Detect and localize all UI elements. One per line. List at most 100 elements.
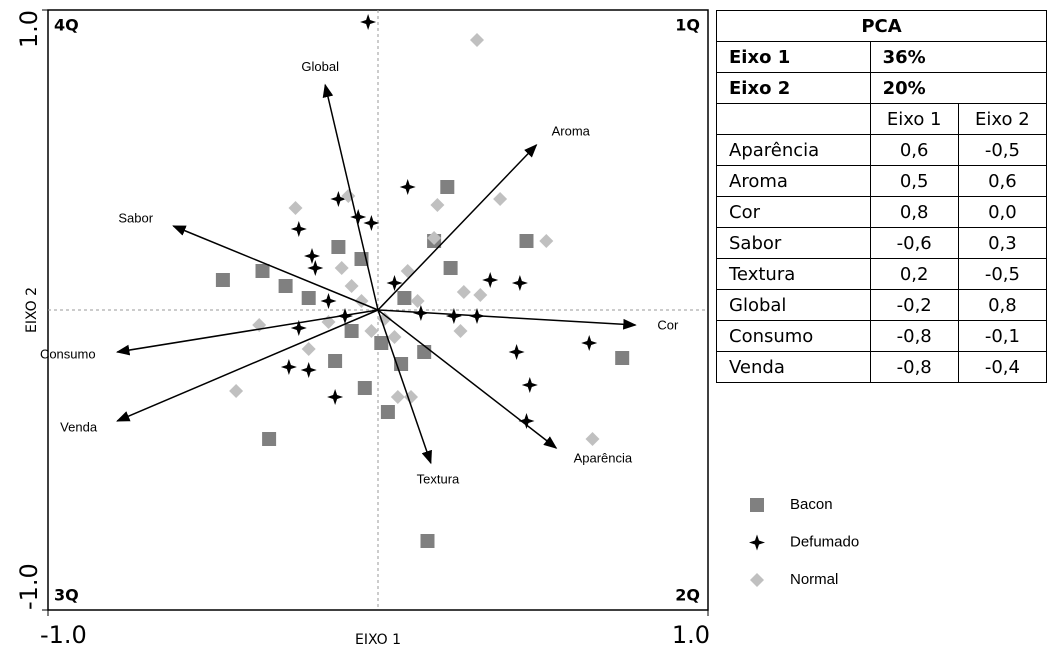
loading-label: Cor [657, 317, 679, 332]
table-cell: 0,8 [869, 196, 959, 228]
point-square [215, 273, 230, 287]
point-square [331, 240, 346, 254]
point-square [443, 261, 458, 275]
point-diamond [470, 33, 484, 47]
table-row: Eixo 1 36% [716, 41, 1047, 73]
loading-arrow [172, 225, 379, 311]
point-diamond [430, 198, 445, 212]
y-axis-label: EIXO 2 [24, 287, 40, 333]
point-square [440, 180, 455, 194]
table-row: Aroma 0,5 0,6 [716, 165, 1047, 197]
quadrant-label: 1Q [675, 16, 700, 35]
table-cell: -0,8 [869, 320, 959, 352]
point-diamond [473, 288, 488, 302]
point-star [521, 377, 538, 393]
table-cell: Eixo 1 [869, 103, 959, 135]
table-row: Eixo 2 20% [716, 72, 1047, 104]
point-diamond [364, 324, 379, 338]
point-star [518, 413, 535, 429]
point-star [290, 221, 307, 237]
point-star [327, 389, 344, 405]
point-square [357, 381, 372, 395]
loading-label: Venda [60, 419, 98, 434]
table-cell: -0,8 [869, 351, 959, 383]
quadrant-label: 4Q [54, 16, 79, 35]
x-tick-label: 1.0 [672, 621, 710, 649]
point-star [508, 344, 525, 360]
point-star [386, 275, 403, 291]
table-cell: 0,5 [869, 165, 959, 197]
loading-arrow [377, 309, 637, 330]
point-star [304, 248, 320, 264]
table-cell: Eixo 2 [716, 72, 871, 104]
point-diamond [377, 312, 392, 326]
table-cell: -0,2 [869, 289, 959, 321]
loading-label: Sabor [118, 211, 153, 226]
point-diamond [301, 342, 316, 356]
point-star [330, 191, 347, 207]
point-star [581, 335, 598, 351]
point-diamond [453, 324, 468, 338]
point-diamond [539, 234, 554, 248]
table-cell: 0,0 [957, 196, 1047, 228]
table-cell: Aparência [716, 134, 871, 166]
legend-marker [749, 534, 765, 551]
loading-label: Global [301, 59, 339, 74]
legend-label: Defumado [790, 533, 859, 550]
point-square [417, 345, 432, 359]
y-tick-label: -1.0 [15, 563, 43, 610]
point-star [320, 293, 337, 309]
point-diamond [288, 201, 303, 215]
point-diamond [410, 294, 425, 308]
table-cell: -0,5 [957, 134, 1047, 166]
point-diamond [493, 192, 508, 206]
quadrant-label: 3Q [54, 586, 79, 605]
table-cell: Eixo 2 [957, 103, 1047, 135]
legend-marker [750, 573, 764, 587]
point-star [350, 209, 367, 225]
x-axis-label: EIXO 1 [355, 632, 401, 648]
quadrant-label: 2Q [675, 586, 700, 605]
table-row: Cor 0,8 0,0 [716, 196, 1047, 228]
point-diamond [334, 261, 349, 275]
table-row: Consumo -0,8 -0,1 [716, 320, 1047, 352]
point-diamond [344, 279, 359, 293]
table-cell: 0,2 [869, 258, 959, 290]
point-star [363, 215, 380, 231]
point-diamond [387, 330, 402, 344]
legend-marker [750, 498, 764, 512]
point-diamond [229, 384, 244, 398]
loading-arrow [377, 309, 558, 449]
table-cell: 0,6 [869, 134, 959, 166]
point-square [380, 405, 395, 419]
table-cell: 0,6 [957, 165, 1047, 197]
table-cell: -0,5 [957, 258, 1047, 290]
point-diamond [400, 264, 415, 278]
table-cell: Aroma [716, 165, 871, 197]
legend-label: Bacon [790, 496, 833, 513]
table-cell: Consumo [716, 320, 871, 352]
point-square [615, 351, 630, 365]
table-cell: 0,3 [957, 227, 1047, 259]
legend-label: Normal [790, 571, 838, 588]
table-cell: Eixo 1 [716, 41, 871, 73]
point-star [360, 14, 377, 30]
point-diamond [341, 189, 356, 203]
table-cell: Sabor [716, 227, 871, 259]
loading-arrow [322, 83, 379, 311]
point-square [278, 279, 293, 293]
point-square [374, 336, 389, 350]
table-row: Eixo 1 Eixo 2 [716, 103, 1047, 135]
table-row: Aparência 0,6 -0,5 [716, 134, 1047, 166]
point-square [255, 264, 270, 278]
point-star [399, 179, 416, 195]
point-square [301, 291, 316, 305]
table-row: Sabor -0,6 0,3 [716, 227, 1047, 259]
point-diamond [427, 231, 442, 245]
point-square [519, 234, 534, 248]
table-row: Textura 0,2 -0,5 [716, 258, 1047, 290]
loading-arrow [116, 309, 379, 422]
table-cell: Global [716, 289, 871, 321]
point-square [397, 291, 412, 305]
